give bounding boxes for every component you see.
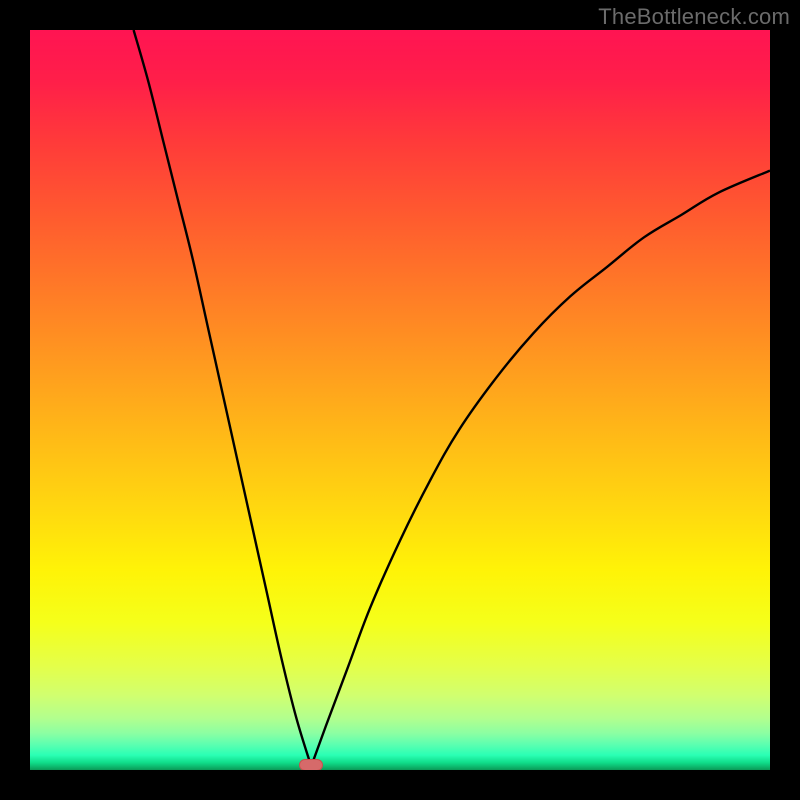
- page: TheBottleneck.com: [0, 0, 800, 800]
- bottleneck-curve: [30, 30, 770, 770]
- plot-frame: [30, 30, 770, 770]
- minimum-marker: [299, 759, 323, 770]
- watermark-text: TheBottleneck.com: [598, 4, 790, 30]
- curve-right-branch: [311, 171, 770, 767]
- curve-left-branch: [134, 30, 312, 766]
